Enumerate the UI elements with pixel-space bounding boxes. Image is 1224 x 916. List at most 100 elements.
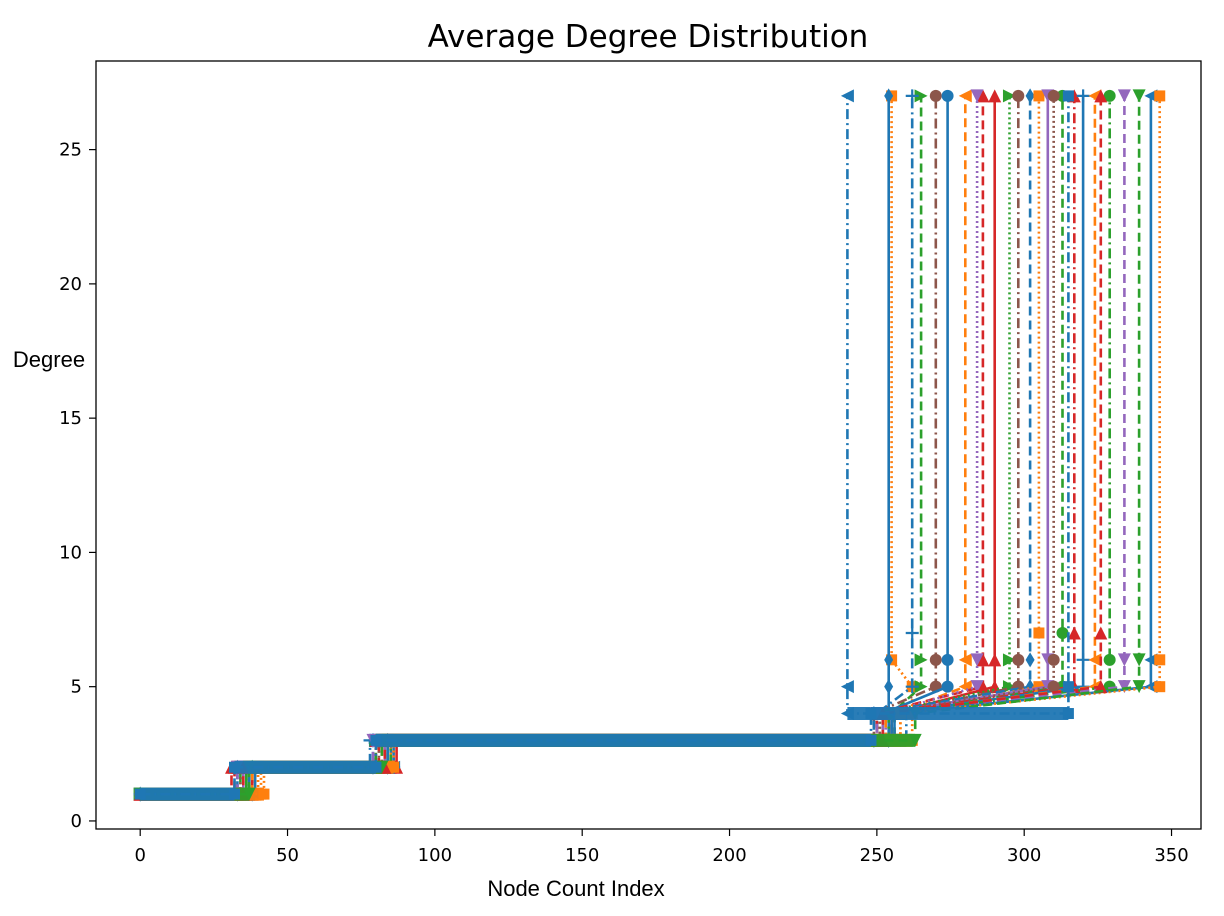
- series-run-15: [134, 90, 1045, 801]
- series-line: [140, 95, 1064, 796]
- x-axis: 0 50 100 150 200 250 300 350: [134, 829, 1189, 866]
- series-run-18: [133, 89, 1081, 801]
- series-run-04: [133, 89, 928, 801]
- series-marker: [1076, 89, 1090, 103]
- series-marker: [370, 761, 382, 773]
- series-marker: [1047, 653, 1060, 666]
- series-marker: [958, 653, 972, 667]
- series-marker: [929, 89, 942, 102]
- series-marker: [840, 707, 854, 721]
- series-marker: [1132, 680, 1146, 694]
- series-run-05: [133, 89, 919, 801]
- series-run-01: [133, 89, 913, 801]
- series-marker: [242, 787, 256, 801]
- y-tick-label: 20: [59, 274, 82, 295]
- series-marker: [1094, 89, 1108, 103]
- series-line: [140, 95, 967, 796]
- series-line: [140, 95, 1111, 796]
- series-marker: [1132, 89, 1146, 103]
- series-run-07: [134, 89, 954, 801]
- series-line: [140, 95, 908, 796]
- series-marker: [1154, 654, 1166, 666]
- series-line: [140, 95, 996, 796]
- series-marker: [388, 761, 400, 773]
- x-tick-label: 0: [134, 845, 145, 866]
- series-marker: [908, 733, 922, 747]
- series-line: [140, 95, 985, 796]
- x-tick-label: 50: [276, 845, 299, 866]
- plot-frame: [95, 60, 1202, 830]
- series-marker: [914, 653, 928, 667]
- series-marker: [1062, 90, 1074, 102]
- series-marker: [929, 653, 942, 666]
- series-marker: [884, 679, 894, 695]
- series-line: [140, 95, 949, 796]
- series-marker: [970, 653, 984, 667]
- series-marker: [884, 88, 894, 104]
- series-marker: [958, 89, 972, 103]
- series-marker: [1047, 680, 1060, 693]
- x-tick-label: 300: [1007, 845, 1041, 866]
- series-marker: [1094, 626, 1108, 640]
- series-marker: [865, 734, 877, 746]
- x-tick-label: 250: [860, 845, 894, 866]
- series-marker: [1103, 89, 1116, 102]
- series-line: [140, 95, 914, 796]
- series-marker: [865, 708, 877, 720]
- x-tick-label: 150: [565, 845, 599, 866]
- series-marker: [1132, 653, 1146, 667]
- series-line: [140, 95, 890, 796]
- series-marker: [1088, 653, 1102, 667]
- series-marker: [134, 788, 146, 800]
- series-marker: [1002, 89, 1016, 103]
- series-marker: [884, 652, 894, 668]
- y-tick-label: 10: [59, 542, 82, 563]
- x-axis-label: Node Count Index: [487, 876, 664, 901]
- series-run-12: [133, 89, 1016, 801]
- series-run-08: [133, 89, 972, 801]
- series-line: [140, 95, 1032, 796]
- series-marker: [1012, 89, 1025, 102]
- series-marker: [988, 89, 1002, 103]
- x-tick-label: 350: [1154, 845, 1188, 866]
- series-marker: [840, 680, 854, 694]
- series-marker: [914, 680, 928, 694]
- series-marker: [1154, 90, 1166, 102]
- series-marker: [905, 89, 919, 103]
- series-run-28: [134, 90, 1074, 801]
- series-marker: [976, 89, 990, 103]
- series-marker: [1117, 89, 1131, 103]
- series-line: [140, 95, 1070, 796]
- series-marker: [970, 680, 984, 694]
- series-line: [140, 95, 914, 796]
- series-run-06: [134, 89, 942, 801]
- chart-title: Average Degree Distribution: [428, 19, 869, 55]
- series-marker: [1117, 680, 1131, 694]
- series-marker: [941, 89, 954, 102]
- y-tick-label: 25: [59, 140, 82, 161]
- x-tick-label: 200: [712, 845, 746, 866]
- series-run-10: [133, 89, 984, 801]
- series-marker: [370, 734, 382, 746]
- series-marker: [258, 788, 270, 800]
- y-axis: 0 5 10 15 20 25: [59, 140, 96, 832]
- series-marker: [1056, 626, 1069, 639]
- y-tick-label: 0: [71, 811, 82, 832]
- series-marker: [1033, 627, 1045, 639]
- y-axis-label: Degree: [13, 347, 85, 372]
- x-tick-label: 100: [418, 845, 452, 866]
- series-layer: [133, 88, 1166, 802]
- series-marker: [1144, 680, 1158, 694]
- series-marker: [1094, 680, 1108, 694]
- series-line: [140, 95, 1076, 796]
- series-line: [140, 95, 923, 796]
- series-marker: [228, 788, 240, 800]
- series-marker: [1103, 653, 1116, 666]
- series-marker: [1067, 626, 1081, 640]
- series-marker: [914, 89, 928, 103]
- series-marker: [905, 626, 919, 640]
- series-run-03: [135, 88, 894, 802]
- series-marker: [970, 89, 984, 103]
- y-tick-label: 15: [59, 408, 82, 429]
